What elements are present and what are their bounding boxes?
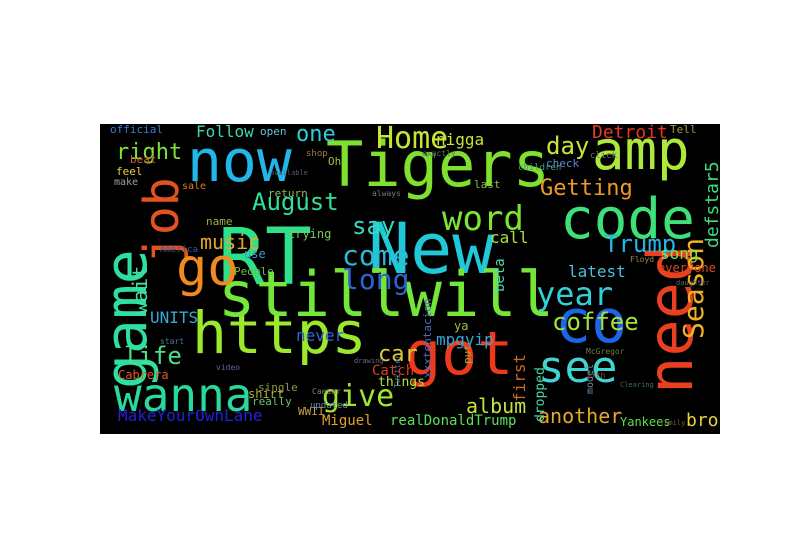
word-use: use: [244, 247, 266, 261]
word-give: give: [322, 379, 395, 414]
word-america: America: [160, 245, 198, 255]
word-word: word: [442, 199, 524, 239]
word-daughter: daughter: [676, 279, 710, 287]
word-trying: trying: [288, 227, 332, 241]
word-sale: sale: [182, 181, 207, 192]
word-bro: bro: [686, 410, 719, 431]
word-car: car: [378, 342, 418, 367]
word-long: long: [342, 263, 410, 296]
word-song: song: [660, 244, 699, 263]
word-beat: beat: [130, 153, 157, 166]
word-defstar5: defstar5: [702, 161, 720, 248]
word-family: family: [660, 419, 686, 427]
word-mcgregor: McGregor: [586, 347, 625, 356]
word-updated: updated: [310, 401, 348, 411]
word-trump: Trump: [604, 230, 677, 258]
word-wanna: wanna: [114, 368, 253, 422]
word-units: UNITS: [150, 308, 199, 327]
word-https: https: [192, 299, 367, 367]
word-cabrera: Cabrera: [118, 368, 169, 382]
word-right: right: [116, 140, 183, 165]
word-official: official: [110, 124, 163, 136]
word-nigga: nigga: [436, 130, 485, 149]
word-oh: Oh: [328, 155, 342, 168]
word-open: open: [260, 125, 287, 138]
word-follow: Follow: [196, 124, 254, 141]
word-getting: Getting: [540, 176, 633, 201]
word-amp: amp: [592, 124, 690, 182]
word-day: day: [546, 132, 590, 160]
word-wait: wait: [128, 265, 152, 314]
word-cloud-canvas: RT New Tigers now https stillwill got co need gam…: [100, 124, 720, 434]
word-now: now: [187, 127, 292, 195]
word-tell: Tell: [670, 124, 697, 136]
word-people: People: [234, 265, 274, 278]
word-got: got: [405, 319, 514, 389]
word-rt: RT: [218, 213, 312, 303]
word-rn: rn: [426, 151, 436, 160]
word-coffee: coffee: [552, 308, 639, 336]
word-name: name: [206, 215, 233, 228]
word-dropped: dropped: [533, 367, 548, 422]
word-say: say: [352, 212, 396, 240]
word-check: check: [546, 157, 580, 170]
word-click: click: [590, 151, 618, 161]
word-really: really: [252, 395, 292, 408]
word-xxxtentacion: xxxtentacion: [421, 298, 434, 378]
word-last: last: [474, 178, 501, 191]
word-august: August: [252, 188, 339, 216]
word-latest: latest: [568, 262, 626, 281]
word-caesar: Caesar: [312, 387, 341, 396]
word-exactly: exactly: [422, 149, 456, 158]
word-ya: ya: [454, 319, 469, 333]
word-life: life: [124, 342, 182, 370]
word-co: co: [555, 287, 628, 357]
word-music: music: [200, 230, 261, 254]
word-clearing: Clearing: [620, 381, 654, 389]
word-realdonaldtrump: realDonaldTrump: [390, 413, 517, 429]
word-detroit: Detroit: [592, 124, 668, 143]
word-shirt: shirt: [248, 387, 285, 401]
word-first: first: [510, 353, 529, 402]
word-available: available: [270, 169, 308, 177]
word-shop: shop: [306, 149, 328, 159]
word-one: one: [296, 124, 336, 147]
word-single: single: [258, 381, 298, 394]
word-twitter: Twitter: [393, 354, 402, 388]
word-drawing: drawing: [354, 357, 384, 365]
word-always: always: [372, 189, 401, 198]
word-album: album: [466, 394, 527, 418]
word-mpgvip: mpgvip: [436, 330, 494, 349]
word-17th: 17th: [586, 371, 606, 380]
word-miguel: Miguel: [322, 413, 373, 429]
word-year: year: [536, 275, 614, 313]
word-new: New: [368, 208, 495, 290]
word-home: Home: [376, 124, 449, 156]
word-go: go: [176, 238, 239, 298]
word-yankees: Yankees: [620, 415, 671, 429]
word-code: code: [560, 187, 695, 252]
word-things: things: [378, 375, 425, 390]
word-return: return: [268, 187, 308, 200]
word-another: another: [538, 404, 623, 428]
word-make: make: [114, 177, 139, 188]
word-feel: feel: [116, 165, 143, 178]
word-children: children: [518, 163, 562, 173]
word-everyone: everyone: [658, 261, 716, 275]
word-start: start: [160, 337, 185, 346]
word-stillwill: stillwill: [218, 258, 554, 331]
word-video: video: [216, 363, 241, 372]
word-floyd: Floyd: [630, 255, 655, 264]
word-beta: beta: [492, 258, 508, 292]
word-tigers: Tigers: [326, 128, 550, 201]
word-makeyourownlane: MakeYourOwnLane: [118, 406, 263, 425]
word-call: call: [490, 228, 529, 247]
word-catch: Catch: [372, 363, 415, 379]
word-come: come: [342, 239, 410, 272]
word-put: put: [461, 344, 474, 364]
word-see: see: [538, 342, 618, 393]
word-never: never: [296, 326, 345, 345]
word-wwii: WWII: [298, 405, 325, 418]
